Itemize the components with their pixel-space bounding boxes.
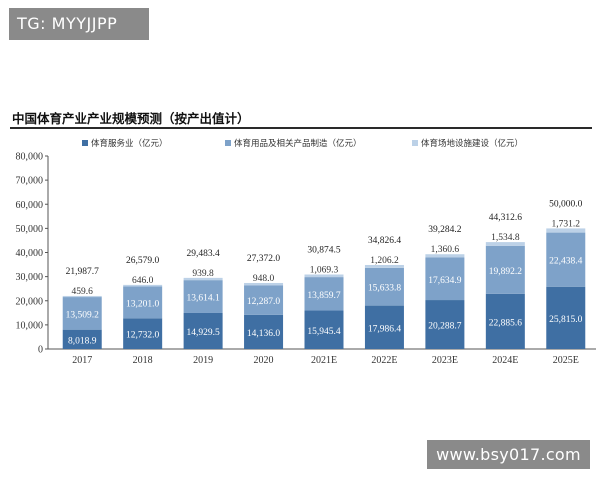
- bar-segment: [485, 245, 525, 294]
- bar-segment: [183, 277, 223, 281]
- bar-segment: [62, 295, 102, 298]
- bar-segment: [304, 277, 344, 311]
- segment-data-label: 939.8: [192, 269, 214, 279]
- segment-data-label: 1,360.6: [431, 245, 460, 255]
- legend-label: 体育服务业（亿元）: [91, 138, 168, 149]
- legend-label: 体育场地设施建设（亿元）: [421, 138, 523, 149]
- segment-data-label: 13,201.0: [126, 299, 160, 309]
- x-tick-label: 2022E: [371, 355, 397, 366]
- legend-label: 体育用品及相关产品制造（亿元）: [234, 138, 362, 149]
- total-data-label: 39,284.2: [428, 225, 462, 235]
- bar-segment: [364, 267, 404, 306]
- bar-segment: [364, 305, 404, 349]
- segment-data-label: 13,859.7: [307, 291, 341, 301]
- bar-segment: [62, 329, 102, 349]
- segment-data-label: 8,018.9: [68, 336, 97, 346]
- segment-data-label: 646.0: [132, 276, 154, 286]
- y-tick-label: 40,000: [16, 248, 44, 259]
- y-tick-label: 30,000: [16, 272, 44, 283]
- segment-data-label: 17,634.9: [428, 276, 462, 286]
- watermark-bottom: www.bsy017.com: [427, 440, 590, 469]
- segment-data-label: 14,929.5: [186, 328, 220, 338]
- segment-data-label: 20,288.7: [428, 322, 462, 332]
- segment-data-label: 25,815.0: [549, 315, 583, 325]
- x-tick-label: 2018: [133, 355, 153, 366]
- total-data-label: 30,874.5: [307, 246, 341, 256]
- x-tick-label: 2025E: [553, 355, 579, 366]
- x-tick-label: 2023E: [432, 355, 458, 366]
- bar-segment: [304, 274, 344, 278]
- x-tick-label: 2021E: [311, 355, 337, 366]
- bar-segment: [123, 318, 163, 349]
- y-tick-label: 10,000: [16, 320, 44, 331]
- x-tick-label: 2017: [72, 355, 92, 366]
- y-tick-label: 50,000: [16, 224, 44, 235]
- bar-segment: [425, 300, 465, 349]
- bar-segment: [304, 310, 344, 349]
- bar-segment: [62, 297, 102, 330]
- segment-data-label: 13,614.1: [186, 294, 220, 304]
- bar-segment: [244, 282, 284, 286]
- segment-data-label: 22,438.4: [549, 257, 583, 267]
- segment-data-label: 459.6: [72, 287, 94, 297]
- bar-segment: [425, 254, 465, 258]
- bar-segment: [123, 284, 163, 287]
- segment-data-label: 12,287.0: [247, 297, 281, 307]
- segment-data-label: 13,509.2: [66, 310, 100, 320]
- chart-title: 中国体育产业产业规模预测（按产出值计）: [12, 111, 250, 126]
- segment-data-label: 15,945.4: [307, 327, 341, 337]
- segment-data-label: 14,136.0: [247, 329, 281, 339]
- segment-data-label: 1,731.2: [552, 219, 581, 229]
- bar-segment: [183, 312, 223, 349]
- segment-data-label: 1,206.2: [370, 256, 399, 266]
- legend-swatch: [82, 140, 88, 146]
- x-tick-label: 2019: [193, 355, 213, 366]
- bar-segment: [183, 280, 223, 313]
- segment-data-label: 22,885.6: [489, 318, 523, 328]
- segment-data-label: 19,892.2: [489, 267, 523, 277]
- y-tick-label: 20,000: [16, 296, 44, 307]
- bar-segment: [485, 293, 525, 349]
- total-data-label: 27,372.0: [247, 254, 281, 264]
- total-data-label: 34,826.4: [368, 236, 402, 246]
- segment-data-label: 12,732.0: [126, 331, 160, 341]
- y-tick-label: 80,000: [16, 152, 44, 163]
- x-tick-label: 2020: [254, 355, 274, 366]
- segment-data-label: 1,069.3: [310, 266, 339, 276]
- y-tick-label: 60,000: [16, 200, 44, 211]
- bar-segment: [485, 242, 525, 246]
- total-data-label: 26,579.0: [126, 256, 160, 266]
- x-tick-label: 2024E: [492, 355, 518, 366]
- legend-swatch: [412, 140, 418, 146]
- bar-segment: [546, 286, 586, 349]
- watermark-top: TG: MYYJJPP: [9, 8, 149, 40]
- bar-segment: [546, 232, 586, 287]
- total-data-label: 50,000.0: [549, 199, 583, 209]
- bar-segment: [546, 228, 586, 233]
- y-tick-label: 0: [38, 345, 43, 356]
- segment-data-label: 948.0: [253, 274, 275, 284]
- segment-data-label: 17,986.4: [368, 324, 402, 334]
- bar-segment: [123, 286, 163, 319]
- y-tick-label: 70,000: [16, 176, 44, 187]
- total-data-label: 29,483.4: [186, 249, 220, 259]
- total-data-label: 44,312.6: [489, 213, 523, 223]
- legend-swatch: [225, 140, 231, 146]
- bar-segment: [425, 257, 465, 301]
- bar-segment: [244, 314, 284, 349]
- total-data-label: 21,987.7: [66, 267, 100, 277]
- segment-data-label: 1,534.8: [491, 233, 520, 243]
- bar-segment: [364, 264, 404, 268]
- segment-data-label: 15,633.8: [368, 284, 402, 294]
- bar-segment: [244, 285, 284, 315]
- title-divider: [10, 127, 592, 129]
